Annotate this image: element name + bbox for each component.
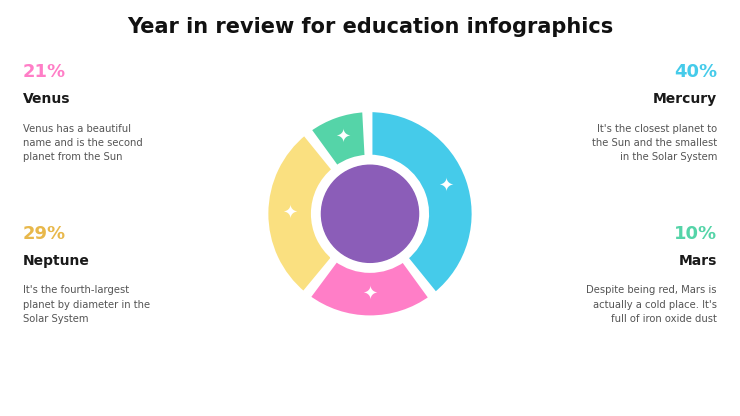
Wedge shape xyxy=(308,259,431,318)
Text: 29%: 29% xyxy=(23,225,67,243)
Text: Neptune: Neptune xyxy=(23,254,90,268)
Text: Mars: Mars xyxy=(679,254,717,268)
Text: Venus has a beautiful
name and is the second
planet from the Sun: Venus has a beautiful name and is the se… xyxy=(23,124,143,162)
Text: It's the fourth-largest
planet by diameter in the
Solar System: It's the fourth-largest planet by diamet… xyxy=(23,285,150,324)
Text: Venus: Venus xyxy=(23,92,70,106)
Text: ✦: ✦ xyxy=(438,178,454,196)
Text: ✦: ✦ xyxy=(282,204,297,223)
Text: 10%: 10% xyxy=(673,225,717,243)
Text: 40%: 40% xyxy=(673,64,717,82)
Wedge shape xyxy=(266,133,334,294)
Circle shape xyxy=(313,157,427,270)
Wedge shape xyxy=(370,110,474,295)
Text: It's the closest planet to
the Sun and the smallest
in the Solar System: It's the closest planet to the Sun and t… xyxy=(592,124,717,162)
Text: Year in review for education infographics: Year in review for education infographic… xyxy=(127,17,613,37)
Circle shape xyxy=(321,165,419,262)
Text: Despite being red, Mars is
actually a cold place. It's
full of iron oxide dust: Despite being red, Mars is actually a co… xyxy=(586,285,717,324)
Text: Mercury: Mercury xyxy=(653,92,717,106)
Wedge shape xyxy=(309,110,367,168)
Text: ✦: ✦ xyxy=(336,129,351,147)
Text: 21%: 21% xyxy=(23,64,67,82)
Text: ✦: ✦ xyxy=(362,285,377,303)
Circle shape xyxy=(261,105,479,322)
